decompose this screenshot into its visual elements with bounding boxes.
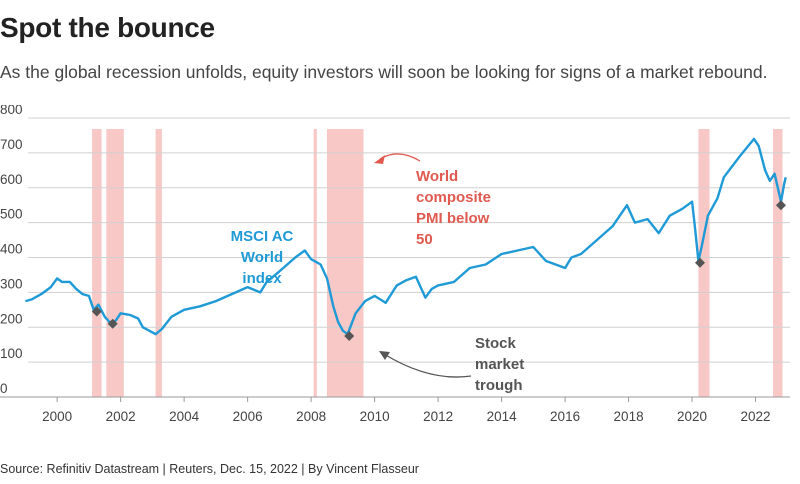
grid-lines	[0, 117, 790, 398]
x-axis-tick-labels: 2000 2002 2004 2006 2008 2010 2012 2014 2016 2018…	[42, 397, 771, 424]
pmi-band-2	[155, 129, 162, 397]
annotation-arrows	[374, 153, 472, 378]
x-tick-label: 2020	[677, 409, 707, 424]
pmi-label: 50	[416, 231, 433, 248]
trough-marker-4	[775, 200, 786, 211]
x-tick-label: 2002	[106, 409, 136, 424]
series-line-layer	[25, 137, 787, 336]
y-tick-label: 600	[0, 172, 23, 187]
pmi-band-1	[106, 129, 124, 397]
y-tick-label: 500	[0, 207, 23, 222]
trough-marker-1	[107, 318, 118, 329]
trough-label: trough	[475, 377, 522, 394]
index-label: World	[241, 249, 283, 266]
pmi-label: PMI below	[416, 210, 490, 227]
trough-arrow	[383, 353, 472, 378]
pmi-arrowhead	[374, 155, 385, 164]
y-axis-tick-labels: 0 100 200 300 400 500 600 700 800	[0, 105, 23, 396]
annotations: MSCI AC World index World composite PMI below…	[231, 168, 525, 394]
x-tick-label: 2012	[423, 409, 453, 424]
series-line-0	[25, 137, 787, 336]
pmi-label: World	[416, 168, 458, 185]
x-tick-label: 2004	[169, 409, 200, 424]
pmi-band-0	[92, 129, 102, 397]
pmi-band-4	[326, 129, 364, 397]
trough-marker-2	[344, 330, 355, 341]
trough-label: market	[475, 356, 524, 373]
x-tick-label: 2022	[741, 409, 771, 424]
trough-label: Stock	[475, 335, 517, 352]
y-tick-label: 100	[0, 346, 23, 361]
trough-marker-3	[695, 257, 705, 268]
pmi-band-3	[313, 129, 317, 397]
y-tick-label: 300	[0, 276, 23, 291]
x-tick-label: 2016	[550, 409, 580, 424]
y-tick-label: 400	[0, 242, 23, 257]
y-tick-label: 0	[0, 381, 8, 396]
trough-arrowhead	[379, 351, 390, 360]
trough-marker-0	[91, 306, 102, 317]
x-tick-label: 2008	[296, 409, 326, 424]
x-tick-label: 2018	[614, 409, 644, 424]
x-tick-label: 2000	[42, 409, 72, 424]
chart-subtitle: As the global recession unfolds, equity …	[0, 62, 768, 82]
chart-title: Spot the bounce	[0, 12, 215, 43]
trough-markers	[91, 200, 786, 341]
y-tick-label: 200	[0, 311, 23, 326]
x-tick-label: 2006	[233, 409, 263, 424]
y-tick-label: 800	[0, 105, 23, 117]
y-tick-label: 700	[0, 137, 23, 152]
pmi-arrow	[379, 153, 421, 162]
index-label: MSCI AC	[231, 228, 294, 245]
index-label: index	[242, 270, 282, 287]
x-tick-label: 2014	[487, 409, 518, 424]
pmi-label: composite	[416, 189, 491, 206]
pmi-band-6	[773, 129, 783, 397]
x-tick-label: 2010	[360, 409, 390, 424]
source-note: Source: Refinitiv Datastream | Reuters, …	[0, 462, 419, 476]
